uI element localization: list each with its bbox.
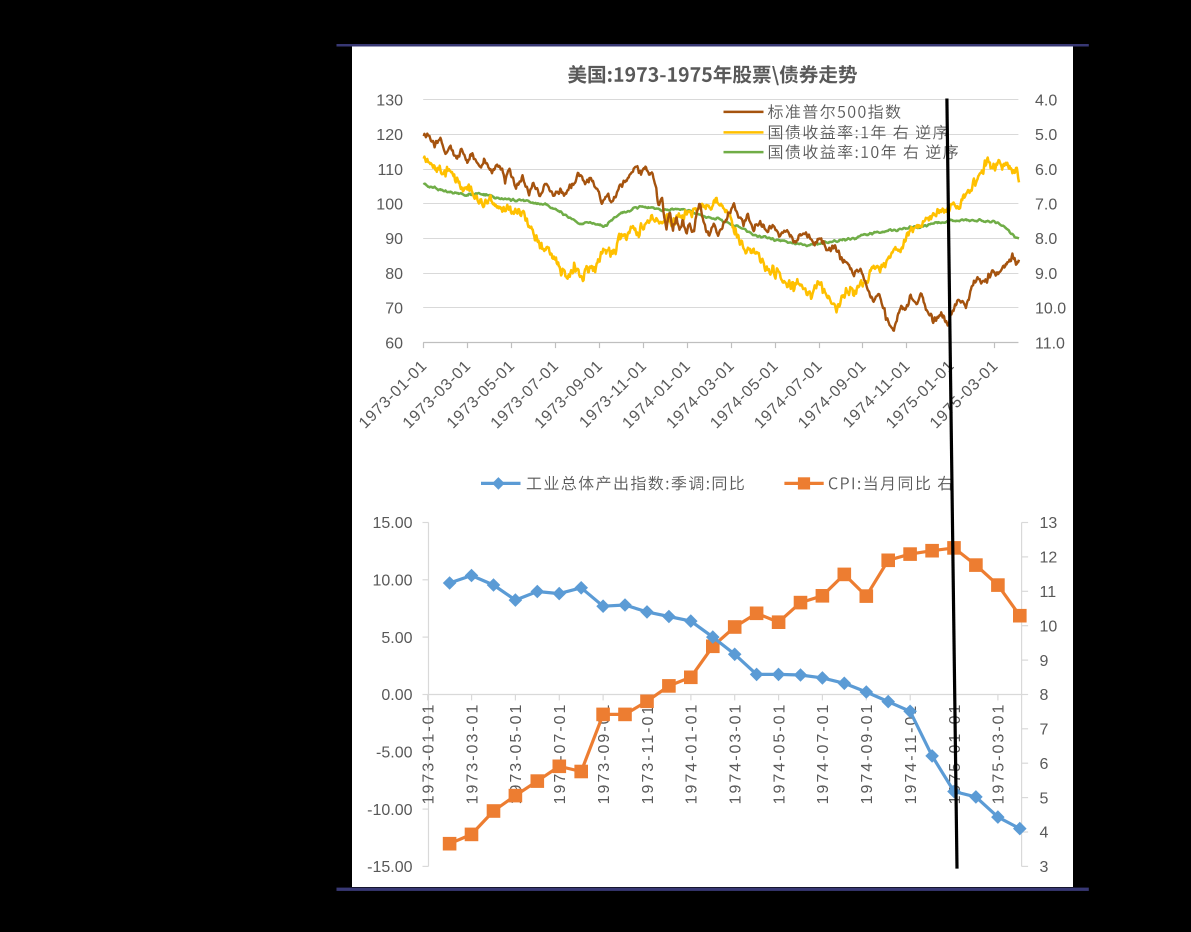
svg-text:1973-05-01: 1973-05-01 bbox=[508, 703, 525, 805]
svg-text:1974-11-01: 1974-11-01 bbox=[903, 704, 920, 805]
svg-text:7: 7 bbox=[1040, 722, 1049, 739]
svg-text:1974-03-01: 1974-03-01 bbox=[728, 703, 745, 805]
svg-text:60: 60 bbox=[385, 335, 403, 352]
svg-text:110: 110 bbox=[377, 162, 403, 179]
svg-text:-15.00: -15.00 bbox=[367, 859, 412, 876]
svg-text:5: 5 bbox=[1040, 790, 1049, 807]
svg-text:4.0: 4.0 bbox=[1035, 92, 1057, 109]
svg-text:15.00: 15.00 bbox=[372, 515, 412, 532]
svg-text:7.0: 7.0 bbox=[1035, 197, 1057, 214]
svg-text:90: 90 bbox=[385, 231, 403, 248]
svg-text:1973-07-01: 1973-07-01 bbox=[552, 703, 569, 805]
svg-text:12: 12 bbox=[1040, 550, 1058, 567]
svg-text:-10.00: -10.00 bbox=[367, 802, 412, 819]
svg-text:130: 130 bbox=[376, 92, 403, 109]
svg-text:1973-11-01: 1973-11-01 bbox=[640, 704, 657, 805]
svg-text:100: 100 bbox=[376, 197, 403, 214]
svg-text:9: 9 bbox=[1040, 653, 1049, 670]
svg-text:1974-07-01: 1974-07-01 bbox=[815, 703, 832, 805]
svg-text:0.00: 0.00 bbox=[381, 687, 412, 704]
svg-text:6: 6 bbox=[1040, 756, 1049, 773]
svg-text:11: 11 bbox=[1040, 584, 1057, 601]
svg-text:10.0: 10.0 bbox=[1035, 301, 1066, 318]
svg-text:11.0: 11.0 bbox=[1035, 335, 1065, 352]
svg-text:9.0: 9.0 bbox=[1035, 266, 1057, 283]
svg-text:13: 13 bbox=[1040, 515, 1058, 532]
svg-text:8.0: 8.0 bbox=[1035, 231, 1057, 248]
svg-text:4: 4 bbox=[1040, 825, 1049, 842]
svg-text:3: 3 bbox=[1040, 859, 1049, 876]
svg-text:8: 8 bbox=[1040, 687, 1049, 704]
svg-text:10: 10 bbox=[1040, 618, 1058, 635]
svg-text:1974-05-01: 1974-05-01 bbox=[771, 703, 788, 805]
svg-text:5.0: 5.0 bbox=[1035, 127, 1057, 144]
svg-text:5.00: 5.00 bbox=[381, 630, 412, 647]
svg-text:120: 120 bbox=[376, 127, 403, 144]
svg-text:6.0: 6.0 bbox=[1035, 162, 1057, 179]
svg-text:1973-09-01: 1973-09-01 bbox=[596, 703, 613, 805]
svg-text:1973-01-01: 1973-01-01 bbox=[421, 703, 438, 805]
svg-text:10.00: 10.00 bbox=[372, 573, 412, 590]
svg-text:80: 80 bbox=[385, 266, 403, 283]
svg-text:1975-03-01: 1975-03-01 bbox=[991, 703, 1008, 805]
svg-text:70: 70 bbox=[385, 301, 403, 318]
svg-text:1974-01-01: 1974-01-01 bbox=[684, 703, 701, 805]
svg-text:1973-03-01: 1973-03-01 bbox=[464, 703, 481, 805]
svg-text:1974-09-01: 1974-09-01 bbox=[859, 703, 876, 805]
svg-text:-5.00: -5.00 bbox=[376, 745, 413, 762]
